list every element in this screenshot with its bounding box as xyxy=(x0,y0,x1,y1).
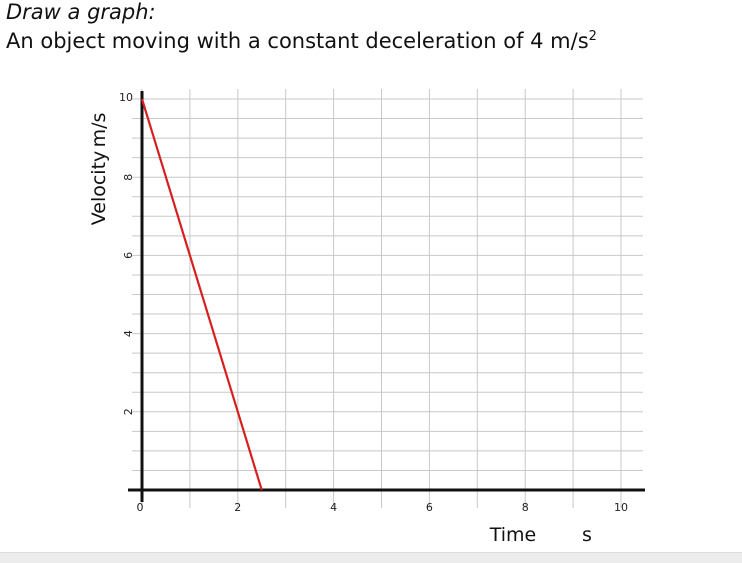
grid-lines xyxy=(132,89,643,508)
problem-statement: An object moving with a constant deceler… xyxy=(6,26,597,56)
y-axis-label: Velocity xyxy=(88,151,110,226)
y-tick-label: 8 xyxy=(122,174,135,181)
series-lines xyxy=(140,98,263,491)
x-axis-label: Time xyxy=(489,524,537,546)
x-tick-label: 2 xyxy=(234,501,241,514)
x-tick-label: 8 xyxy=(522,501,529,514)
y-tick-label: 2 xyxy=(122,408,135,415)
bottom-scroll-bar xyxy=(0,552,742,563)
y-tick-label: 4 xyxy=(122,330,135,337)
x-tick-label: 4 xyxy=(330,501,337,514)
x-tick-label: 10 xyxy=(614,501,628,514)
origin-label: 0 xyxy=(137,501,144,514)
velocity-line xyxy=(140,98,263,491)
chart-axes xyxy=(128,91,645,502)
instruction-heading: Draw a graph: xyxy=(6,0,156,24)
x-tick-label: 6 xyxy=(426,501,433,514)
x-axis-unit: s xyxy=(582,524,592,546)
problem-text: An object moving with a constant deceler… xyxy=(6,29,589,53)
axis-labels: Velocity m/s Time s xyxy=(88,113,592,546)
tick-labels: 2 4 6 8 10 2 4 6 8 10 0 xyxy=(119,91,628,514)
exponent-superscript: 2 xyxy=(588,29,597,44)
y-axis-unit: m/s xyxy=(88,113,110,148)
y-tick-label: 6 xyxy=(122,252,135,259)
y-tick-label: 10 xyxy=(119,91,133,104)
